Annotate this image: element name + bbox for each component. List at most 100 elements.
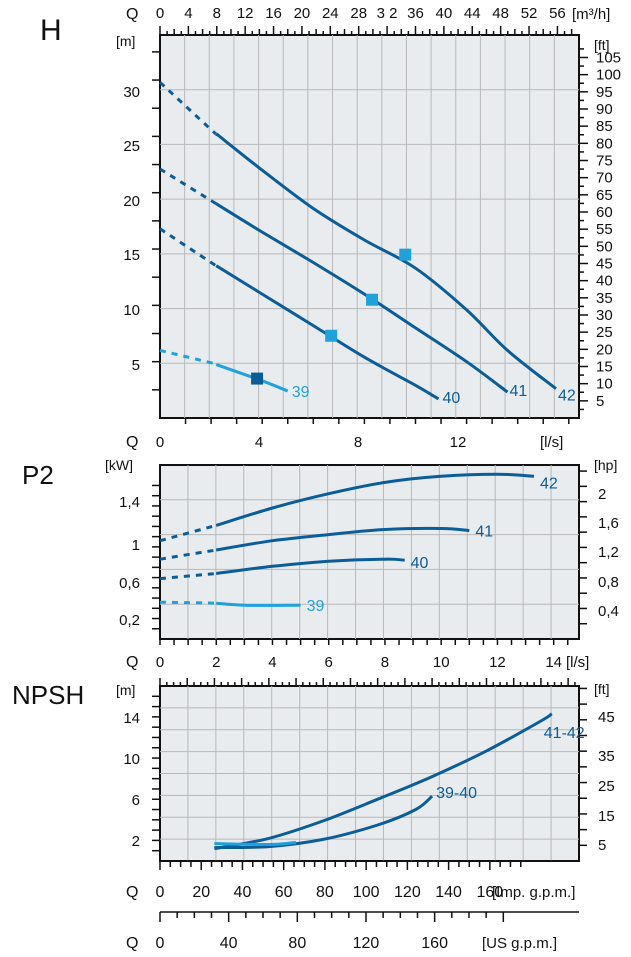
head-title: H <box>40 14 62 47</box>
power-curve-dashed-40 <box>159 572 217 581</box>
us-tick-label-0: 0 <box>156 935 165 952</box>
head-label-41: 41 <box>509 383 527 400</box>
power-series-41: 41 <box>159 524 493 561</box>
us-tick-label-80: 80 <box>288 935 306 952</box>
imp-tick-label-80: 80 <box>316 884 334 901</box>
power-curve-40 <box>216 557 405 575</box>
us-unit: [US g.p.m.] <box>482 935 557 952</box>
head-ft-tick-90: 90 <box>596 101 613 118</box>
head-chart: H Q [m³/h] [m] [ft] Q [l/s] 0 4 8 12 5 1… <box>40 5 621 451</box>
head-unit-m: [m] <box>116 33 135 49</box>
power-hp-tick-2: 2 <box>598 486 606 503</box>
npsh-curve-41-42 <box>214 712 553 851</box>
power-x-tick-0: 0 <box>156 654 164 671</box>
head-ft-tick-40: 40 <box>596 273 613 290</box>
npsh-ft-tick-35: 35 <box>598 748 615 765</box>
power-y-tick-0-6: 0,6 <box>119 575 140 592</box>
power-y-tick-1-4: 1,4 <box>119 494 140 511</box>
head-ft-tick-35: 35 <box>596 290 613 307</box>
power-title: P2 <box>22 460 54 490</box>
head-ft-tick-30: 30 <box>596 307 613 324</box>
head-ft-tick-70: 70 <box>596 170 613 187</box>
m3h-tick-label-8: 3 2 <box>377 5 398 22</box>
npsh-label-39-40: 39-40 <box>436 785 477 802</box>
head-ft-tick-65: 65 <box>596 187 613 204</box>
power-x-tick-6: 6 <box>325 654 333 671</box>
head-ft-tick-15: 15 <box>596 358 613 375</box>
m3h-tick-label-6: 24 <box>322 5 339 22</box>
head-ft-tick-95: 95 <box>596 84 613 101</box>
npsh-curve-39-40 <box>214 794 434 850</box>
head-y-tick-10: 10 <box>123 302 140 319</box>
head-ft-tick-5: 5 <box>596 393 604 410</box>
power-label-41: 41 <box>475 524 493 541</box>
head-ft-tick-50: 50 <box>596 238 613 255</box>
npsh-label-41-42: 41-42 <box>544 725 585 742</box>
npsh-y-tick-10: 10 <box>123 751 140 768</box>
imp-tick-label-0: 0 <box>156 884 165 901</box>
power-x-tick-14: 14 <box>545 654 562 671</box>
npsh-ft-tick-45: 45 <box>598 709 615 726</box>
power-curve-39 <box>216 601 301 607</box>
q-label-us: Q <box>126 935 138 952</box>
m3h-tick-label-9: 36 <box>407 5 424 22</box>
power-unit-hp: [hp] <box>594 457 617 473</box>
head-label-40: 40 <box>442 390 460 407</box>
us-tick-label-40: 40 <box>220 935 238 952</box>
npsh-series-39-40: 39-40 <box>214 785 477 850</box>
m3h-tick-label-0: 0 <box>156 5 164 22</box>
q-label-head: Q <box>126 434 138 451</box>
power-series-39: 39 <box>159 598 325 615</box>
npsh-curve-extra <box>214 841 297 847</box>
power-x-tick-4: 4 <box>268 654 276 671</box>
head-series-41: 41 <box>159 167 527 400</box>
power-curve-dashed-42 <box>159 523 217 543</box>
imp-unit: [Imp. g.p.m.] <box>492 884 575 901</box>
npsh-series-41-42: 41-42 <box>214 712 585 851</box>
imp-tick-label-60: 60 <box>275 884 293 901</box>
head-ft-tick-20: 20 <box>596 341 613 358</box>
head-x-unit: [l/s] <box>540 434 563 451</box>
head-ft-tick-55: 55 <box>596 221 613 238</box>
power-hp-tick-1-6: 1,6 <box>598 515 619 532</box>
power-label-39: 39 <box>307 598 325 615</box>
power-series-42: 42 <box>159 472 558 543</box>
npsh-ft-tick-5: 5 <box>598 837 606 854</box>
head-series-39: 39 <box>159 348 310 401</box>
npsh-ft-tick-15: 15 <box>598 808 615 825</box>
q-label-imp: Q <box>126 884 138 901</box>
power-curve-42 <box>215 472 535 527</box>
imp-tick-label-40: 40 <box>234 884 252 901</box>
head-ft-tick-10: 10 <box>596 376 613 393</box>
power-series-40: 40 <box>159 555 429 581</box>
power-curve-41 <box>215 526 470 552</box>
head-ft-tick-105: 105 <box>596 49 621 66</box>
power-curve-dashed-39 <box>159 600 217 605</box>
head-curve-40 <box>215 264 440 401</box>
head-curve-dashed-40 <box>159 227 219 268</box>
imp-tick-label-120: 120 <box>394 884 421 901</box>
power-label-40: 40 <box>411 555 429 572</box>
head-y-tick-25: 25 <box>123 138 140 155</box>
npsh-y-tick-14: 14 <box>123 710 140 727</box>
power-plot-area <box>159 464 580 640</box>
npsh-series-extra2 <box>214 841 297 847</box>
npsh-chart: NPSH [m] [ft] 2 6 10 14 5 15 25 35 45 41… <box>12 678 615 952</box>
head-marker-42 <box>399 248 412 261</box>
head-ft-tick-85: 85 <box>596 118 613 135</box>
power-label-42: 42 <box>540 475 558 492</box>
power-hp-tick-0-4: 0,4 <box>598 603 619 620</box>
head-ft-tick-60: 60 <box>596 204 613 221</box>
power-curve-dashed-41 <box>159 548 217 561</box>
power-x-tick-8: 8 <box>381 654 389 671</box>
m3h-tick-label-3: 12 <box>237 5 254 22</box>
head-curve-dashed-41 <box>159 167 219 206</box>
m3h-tick-label-5: 20 <box>294 5 311 22</box>
power-y-tick-1: 1 <box>132 537 140 554</box>
head-marker-41 <box>366 293 379 306</box>
npsh-unit-ft: [ft] <box>594 681 610 697</box>
head-label-39: 39 <box>292 384 310 401</box>
imp-tick-label-140: 140 <box>435 884 462 901</box>
power-x-tick-2: 2 <box>212 654 220 671</box>
m3h-tick-label-1: 4 <box>184 5 192 22</box>
